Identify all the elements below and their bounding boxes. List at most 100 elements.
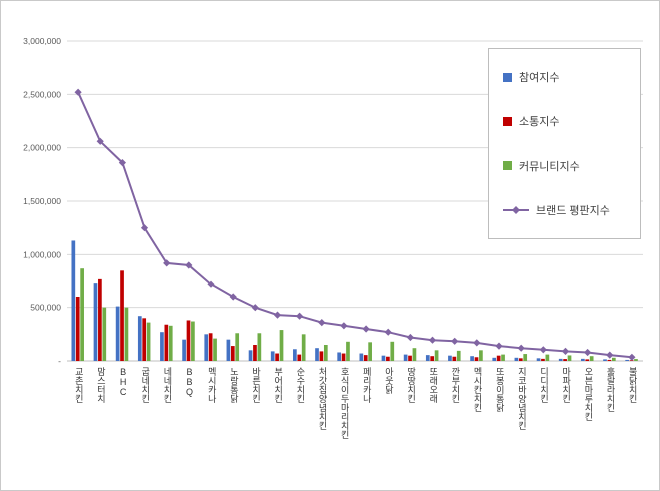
bar [323, 345, 328, 361]
bar [518, 358, 523, 361]
bar [470, 356, 474, 361]
bar [279, 330, 284, 361]
bar-series-1 [75, 270, 634, 361]
legend-item-participation: 참여지수 [503, 69, 640, 85]
bar [293, 349, 297, 361]
bar [270, 351, 275, 361]
bar [297, 354, 302, 361]
line-marker-diamond-icon [428, 336, 437, 344]
legend-item-brand-reputation: 브랜드 평판지수 [503, 202, 640, 218]
legend-label-communication: 소통지수 [519, 116, 560, 129]
bar [230, 346, 235, 361]
line-marker-diamond-icon [495, 342, 503, 350]
bar [501, 354, 505, 361]
bar [301, 334, 306, 361]
bar [363, 355, 368, 361]
bar [381, 355, 386, 361]
line-marker-diamond-icon [96, 137, 104, 145]
line-marker-diamond-icon [539, 346, 547, 354]
bar [191, 321, 195, 361]
line-marker-diamond-icon [251, 304, 259, 312]
y-tick-label: 2,500,000 [23, 89, 61, 99]
line-marker-diamond-icon [140, 224, 149, 232]
bar [585, 359, 590, 361]
y-tick-label: 500,000 [30, 303, 61, 313]
bar [492, 357, 497, 361]
bar [253, 345, 257, 361]
bar [523, 354, 528, 361]
bar [248, 350, 253, 361]
bar [558, 358, 563, 361]
bar [434, 350, 439, 361]
line-marker-diamond-icon [406, 333, 414, 342]
line-marker-diamond-icon [207, 280, 215, 288]
line-marker-diamond-icon [340, 322, 348, 330]
line-marker-diamond-icon [561, 347, 570, 355]
bar [567, 355, 572, 361]
bar [75, 297, 80, 361]
bar [412, 348, 417, 361]
bar [346, 341, 350, 361]
bar [226, 339, 231, 361]
y-axis-tick-labels: - 500,000 1,000,000 1,500,000 2,000,000 2,500… [23, 36, 61, 366]
bar [120, 270, 124, 361]
y-tick-label: 1,500,000 [23, 196, 61, 206]
bar [80, 268, 84, 361]
bar [408, 355, 412, 361]
bar [634, 359, 638, 361]
line-marker-diamond-icon [606, 351, 614, 359]
bar [319, 351, 324, 361]
bar [479, 350, 483, 361]
legend-item-community: 커뮤니티지수 [503, 158, 640, 174]
line-marker-diamond-icon [451, 337, 459, 345]
bar [514, 357, 519, 361]
y-tick-label: - [58, 356, 61, 366]
gridlines [67, 40, 643, 362]
bar [359, 353, 364, 361]
legend-label-participation: 참여지수 [519, 72, 560, 85]
bar [629, 360, 634, 361]
bar [563, 359, 567, 361]
bar [337, 352, 342, 361]
bar [182, 339, 186, 361]
bar [496, 355, 501, 361]
legend: 참여지수 소통지수 커뮤니티지수 브랜드 평판지수 [488, 48, 641, 239]
bar [186, 320, 191, 361]
bar [603, 359, 607, 361]
bar [257, 333, 262, 361]
line-marker-diamond-icon [517, 344, 525, 352]
legend-label-community: 커뮤니티지수 [519, 160, 580, 173]
line-marker-diamond-icon [74, 88, 82, 96]
line-marker-diamond-icon [229, 293, 237, 301]
line-marker-diamond-icon [296, 312, 304, 320]
bar [168, 325, 173, 361]
bar [541, 358, 545, 361]
bar [71, 240, 76, 361]
brand-reputation-line-marker-icon [503, 205, 529, 215]
line-marker-diamond-icon [185, 261, 193, 269]
bar [403, 354, 408, 361]
bar [93, 283, 98, 361]
bar [315, 348, 319, 361]
line-marker-diamond-icon [318, 319, 326, 327]
bar [124, 307, 129, 361]
bar [213, 338, 217, 361]
legend-label-brand-reputation: 브랜드 평판지수 [536, 204, 610, 217]
bar [208, 333, 213, 361]
bar [607, 359, 612, 361]
bar [204, 334, 209, 361]
participation-swatch-icon [503, 72, 512, 82]
bar [275, 353, 279, 361]
bar [452, 356, 457, 361]
bar [115, 306, 120, 361]
community-swatch-icon [503, 161, 512, 171]
bar [545, 354, 550, 361]
bar [164, 324, 169, 361]
y-tick-label: 1,000,000 [23, 249, 61, 259]
line-marker-diamond-icon [273, 311, 282, 319]
bar [98, 278, 102, 361]
bar [581, 358, 585, 361]
legend-item-communication: 소통지수 [503, 113, 640, 129]
